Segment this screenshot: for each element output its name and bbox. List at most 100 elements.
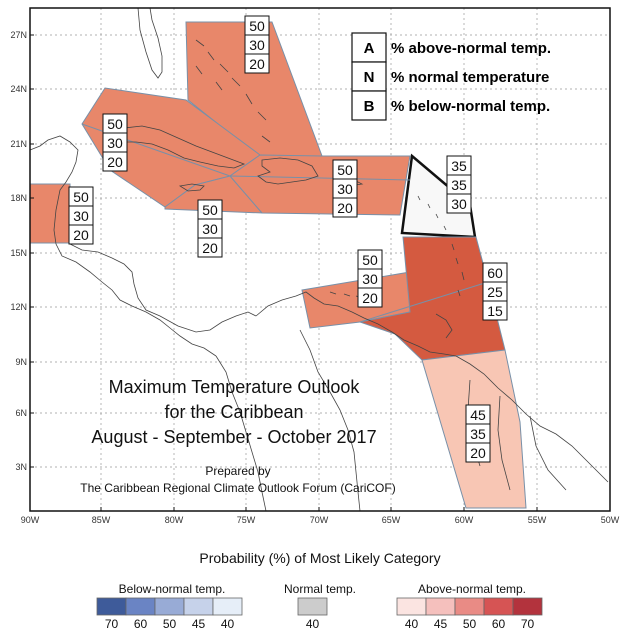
region-value-boxes: 50 30 20 50 30 20 50 30 20 50 30 20 50 30 20 35 35 30 50 30… [68,15,508,463]
colorbar-group: Above-normal temp. 40 45 50 60 70 [396,582,543,630]
value-text: 25 [487,284,503,300]
credit-line-1: Prepared by [205,464,270,478]
lat-tick-label: 15N [10,248,27,258]
value-text: 50 [337,162,353,178]
colorbar-swatch [396,597,427,616]
jamaica-coast [178,183,205,192]
lat-tick-label: 18N [10,193,27,203]
lon-tick-label: 50W [601,515,620,525]
value-text: 20 [73,227,89,243]
value-cell [102,151,128,172]
value-box-belize: 50 30 20 [68,186,94,245]
region-belize [29,183,71,244]
key-letter-box [351,90,387,121]
colorbar-swatch [425,597,456,616]
value-box-leeward-islands: 35 35 30 [446,155,472,214]
colorbar-tick-label: 40 [405,617,419,630]
lat-tick-label: 12N [10,302,27,312]
lon-tick-label: 70W [310,515,329,525]
colorbar-swatch [96,597,127,616]
value-text: 50 [73,189,89,205]
value-text: 30 [73,208,89,224]
title-line-2: for the Caribbean [164,402,303,422]
value-text: 30 [362,271,378,287]
lat-tick-label: 9N [15,357,27,367]
value-cell [244,53,270,74]
value-box-central-caribbean: 50 30 20 [197,199,223,258]
value-text: 50 [202,202,218,218]
south-america-west-coast [215,355,267,512]
lat-tick-label: 27N [10,30,27,40]
colombia-coast [255,291,457,357]
value-text: 35 [451,158,467,174]
key-letter: A [364,40,375,57]
value-text: 30 [202,221,218,237]
colorbar-tick-label: 60 [134,617,148,630]
value-text: 50 [249,18,265,34]
colorbar-tick-label: 50 [463,617,477,630]
colorbar-tick-label: 70 [521,617,535,630]
lon-tick-label: 75W [237,515,256,525]
value-text: 20 [470,445,486,461]
colorbar-tick-label: 60 [492,617,506,630]
map-frame [29,7,611,512]
guiana-coast [455,355,609,483]
lon-tick-label: 65W [382,515,401,525]
key-letter: N [364,69,375,86]
colorbar-swatch [212,597,243,616]
lat-tick-label: 3N [15,462,27,472]
lat-tick-label: 6N [15,408,27,418]
key-text: % normal temperature [391,69,549,86]
forecast-regions [29,21,527,509]
value-box-guianas: 45 35 20 [465,404,491,463]
colorbar-swatch [483,597,514,616]
value-text: 35 [470,426,486,442]
credit-line-2: The Caribbean Regional Climate Outlook F… [80,481,395,495]
colorbar-group-label: Below-normal temp. [119,582,226,596]
map-title: Maximum Temperature Outlook for the Cari… [91,377,376,447]
colorbar-title: Probability (%) of Most Likely Category [199,550,440,566]
value-text: 30 [337,181,353,197]
lon-tick-label: 80W [165,515,184,525]
credit: Prepared by The Caribbean Regional Clima… [80,464,395,495]
key-letter: B [364,98,375,115]
colorbar-tick-label: 40 [221,617,235,630]
colorbar-tick-label: 50 [163,617,177,630]
venezuela-border [299,329,361,512]
latitude-ticks: 27N 24N 21N 18N 15N 12N 9N 6N 3N [10,30,34,472]
coastlines [29,7,609,512]
bahamas-islands [195,39,271,143]
colorbar-tick-label: 45 [192,617,206,630]
colorbar-swatch [512,597,543,616]
value-text: 35 [451,177,467,193]
value-text: 30 [249,37,265,53]
value-text: 20 [337,200,353,216]
value-text: 20 [362,290,378,306]
value-text: 20 [107,154,123,170]
lat-tick-label: 24N [10,84,27,94]
lon-tick-label: 60W [455,515,474,525]
value-cell [482,300,508,321]
mexico-coast [29,135,217,357]
value-text: 15 [487,303,503,319]
florida-coast [137,7,163,79]
lon-tick-label: 55W [528,515,547,525]
colorbar-group-label: Normal temp. [284,582,356,596]
value-cell [446,193,472,214]
value-cell [68,224,94,245]
colorbar-group: Normal temp. 40 [284,582,356,630]
central-america-coast [69,243,257,333]
region-hispaniola-puerto-rico [229,154,411,216]
value-text: 30 [107,135,123,151]
key-text: % above-normal temp. [391,40,551,57]
value-text: 20 [249,56,265,72]
title-line-1: Maximum Temperature Outlook [109,377,361,397]
value-box-abc-islands: 50 30 20 [357,249,383,308]
colorbar-swatch [154,597,185,616]
value-cell [332,197,358,218]
lon-tick-label: 85W [92,515,111,525]
lesser-antilles [417,195,465,339]
lon-tick-label: 90W [21,515,40,525]
value-box-bahamas: 50 30 20 [244,15,270,74]
value-box-windward-islands-trinidad: 60 25 15 [482,262,508,321]
